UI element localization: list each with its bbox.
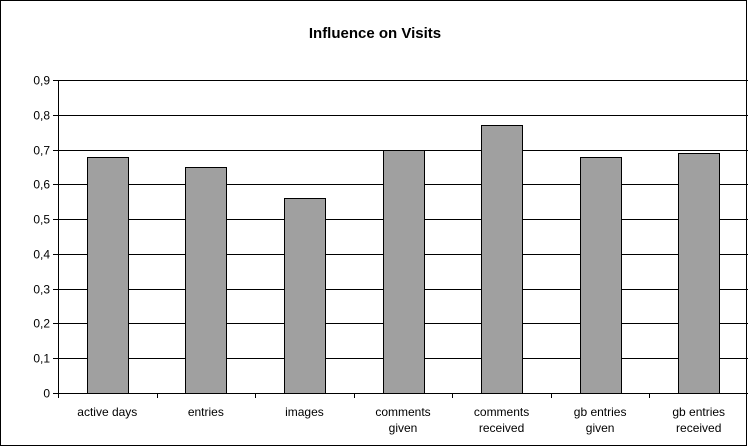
y-tick-label: 0,1	[33, 352, 50, 366]
bars	[87, 125, 720, 394]
x-category-label: gb entries received	[672, 405, 725, 435]
y-tick-label: 0,8	[33, 109, 50, 123]
x-category-label: entries	[188, 405, 224, 419]
y-tick-label: 0,2	[33, 317, 50, 331]
x-category-label: gb entries given	[574, 405, 627, 435]
y-tick-label: 0,7	[33, 144, 50, 158]
x-category-label: comments received	[474, 405, 529, 435]
y-tick-label: 0,5	[33, 213, 50, 227]
x-category-label: comments given	[375, 405, 430, 435]
x-category-labels: active days entries images comments given com…	[77, 405, 725, 435]
y-tick-labels: 0 0,1 0,2 0,3 0,4 0,5 0,6 0,7 0,8 0,9	[33, 74, 50, 401]
y-tick-label: 0,6	[33, 178, 50, 192]
bar	[383, 150, 425, 394]
y-tick-label: 0	[43, 387, 50, 401]
y-tick-label: 0,9	[33, 74, 50, 88]
chart-title: Influence on Visits	[309, 25, 441, 42]
bar	[580, 157, 622, 394]
y-tick-label: 0,3	[33, 283, 50, 297]
bar	[284, 198, 326, 394]
y-tick-label: 0,4	[33, 248, 50, 262]
bar	[678, 153, 720, 394]
bar	[185, 167, 227, 394]
x-category-label: images	[285, 405, 324, 419]
bar	[87, 157, 129, 394]
axes	[53, 80, 748, 398]
bar	[481, 125, 523, 394]
x-category-label: active days	[77, 405, 137, 419]
